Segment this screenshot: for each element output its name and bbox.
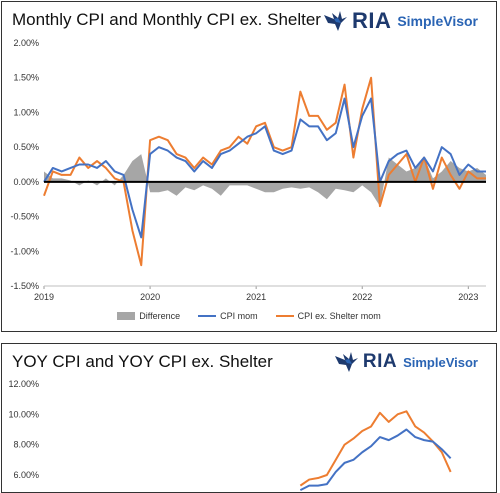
- eagle-logo-icon: [334, 352, 358, 372]
- series-cpi-ex-shelter-line: [299, 410, 452, 487]
- series-cpi-ex-shelter-mom-line: [43, 76, 486, 267]
- yoy-cpi-plot: 12.00% 10.00% 8.00% 6.00%: [8, 379, 452, 492]
- ria-simplevisor-logo-2: RIA SimpleVisor: [333, 350, 478, 374]
- x-tick-label: 2023: [458, 292, 478, 302]
- y-tick-label: 1.50%: [13, 73, 39, 83]
- legend-cpi-mom: CPI mom: [198, 311, 258, 321]
- yoy-cpi-chart-panel: YOY CPI and YOY CPI ex. Shelter RIA Simp…: [1, 343, 497, 493]
- legend-difference-swatch: [117, 312, 136, 320]
- monthly-cpi-plot: 2.00% 1.50% 1.00% 0.50% 0.00% -0.50% -1.00% -1.…: [10, 38, 486, 302]
- x-tick-label: 2020: [140, 292, 160, 302]
- eagle-logo-icon: [323, 11, 347, 31]
- y-tick-label: 2.00%: [13, 38, 39, 48]
- series-difference-area: [44, 154, 486, 207]
- chart2-title: YOY CPI and YOY CPI ex. Shelter: [12, 352, 273, 371]
- logo-simplevisor-text: SimpleVisor: [403, 354, 478, 370]
- y-tick-label: 1.00%: [13, 107, 39, 117]
- x-tick-label: 2019: [34, 292, 54, 302]
- legend-difference-label: Difference: [139, 311, 181, 321]
- y-tick-label: 12.00%: [8, 379, 39, 389]
- logo-ria-text: RIA: [362, 351, 398, 372]
- legend-difference: Difference: [117, 311, 180, 321]
- series-cpi-line: [299, 428, 452, 492]
- logo-simplevisor-text: SimpleVisor: [397, 13, 478, 29]
- monthly-cpi-chart-panel: Monthly CPI and Monthly CPI ex. Shelter …: [1, 1, 497, 332]
- y-tick-label: 0.00%: [13, 177, 39, 187]
- y-tick-label: -0.50%: [10, 212, 39, 222]
- y-tick-label: 0.50%: [13, 142, 39, 152]
- legend-cpi-ex-shelter-mom: CPI ex. Shelter mom: [275, 311, 381, 321]
- legend-cpi-ex-shelter-mom-swatch: [275, 315, 294, 317]
- y-tick-label: 8.00%: [13, 440, 39, 450]
- chart1-legend: Difference CPI mom CPI ex. Shelter mom: [2, 311, 496, 321]
- series-cpi-mom-line: [43, 97, 486, 239]
- x-tick-label: 2021: [246, 292, 266, 302]
- legend-cpi-mom-swatch: [198, 315, 217, 317]
- y-tick-label: -1.50%: [10, 281, 39, 291]
- y-tick-label: -1.00%: [10, 246, 39, 256]
- logo-ria-text: RIA: [351, 8, 392, 33]
- x-tick-label: 2022: [352, 292, 372, 302]
- ria-simplevisor-logo: RIA SimpleVisor: [322, 8, 478, 34]
- y-tick-label: 10.00%: [8, 409, 39, 419]
- y-tick-label: 6.00%: [13, 470, 39, 480]
- chart1-title: Monthly CPI and Monthly CPI ex. Shelter: [12, 10, 321, 29]
- legend-cpi-ex-shelter-mom-label: CPI ex. Shelter mom: [297, 311, 381, 321]
- legend-cpi-mom-label: CPI mom: [220, 311, 258, 321]
